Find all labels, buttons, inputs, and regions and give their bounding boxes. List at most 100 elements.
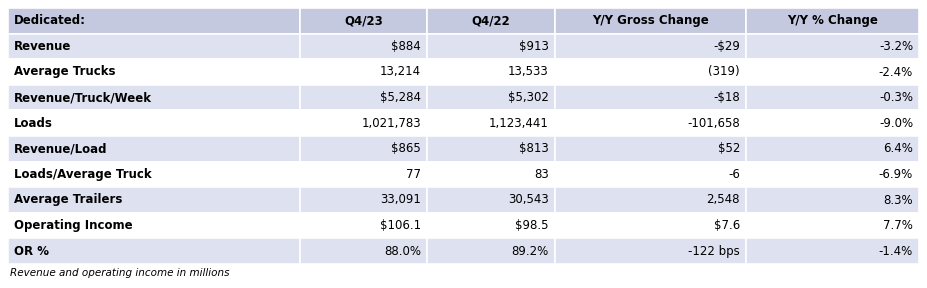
Bar: [427, 187, 554, 213]
Bar: [554, 110, 746, 136]
Bar: [746, 187, 919, 213]
Bar: [299, 59, 427, 85]
Text: OR %: OR %: [14, 245, 49, 258]
Text: -$18: -$18: [713, 91, 740, 104]
Text: 13,214: 13,214: [380, 65, 421, 79]
Bar: [554, 136, 746, 162]
Bar: [8, 8, 299, 34]
Text: $7.6: $7.6: [714, 219, 740, 232]
Bar: [746, 59, 919, 85]
Text: -6.9%: -6.9%: [879, 168, 913, 181]
Text: 2,548: 2,548: [706, 194, 740, 206]
Bar: [8, 59, 299, 85]
Text: Operating Income: Operating Income: [14, 219, 133, 232]
Bar: [427, 59, 554, 85]
Bar: [299, 238, 427, 264]
Bar: [746, 8, 919, 34]
Text: -0.3%: -0.3%: [879, 91, 913, 104]
Text: Y/Y % Change: Y/Y % Change: [787, 14, 878, 27]
Text: $865: $865: [391, 142, 421, 155]
Text: 89.2%: 89.2%: [512, 245, 549, 258]
Bar: [299, 162, 427, 187]
Text: Q4/22: Q4/22: [472, 14, 510, 27]
Text: Q4/23: Q4/23: [344, 14, 383, 27]
Text: -1.4%: -1.4%: [879, 245, 913, 258]
Text: $52: $52: [717, 142, 740, 155]
Text: Revenue: Revenue: [14, 40, 71, 53]
Text: $5,302: $5,302: [508, 91, 549, 104]
Bar: [8, 213, 299, 238]
Text: -3.2%: -3.2%: [879, 40, 913, 53]
Text: $913: $913: [519, 40, 549, 53]
Text: $98.5: $98.5: [515, 219, 549, 232]
Text: 8.3%: 8.3%: [883, 194, 913, 206]
Bar: [299, 136, 427, 162]
Bar: [8, 162, 299, 187]
Bar: [427, 85, 554, 110]
Text: 13,533: 13,533: [508, 65, 549, 79]
Bar: [299, 213, 427, 238]
Text: 83: 83: [534, 168, 549, 181]
Text: $5,284: $5,284: [380, 91, 421, 104]
Bar: [8, 85, 299, 110]
Bar: [746, 213, 919, 238]
Text: Loads: Loads: [14, 117, 53, 130]
Bar: [8, 238, 299, 264]
Bar: [746, 85, 919, 110]
Text: (319): (319): [708, 65, 740, 79]
Text: -101,658: -101,658: [687, 117, 740, 130]
Text: -6: -6: [728, 168, 740, 181]
Text: 1,123,441: 1,123,441: [489, 117, 549, 130]
Text: -2.4%: -2.4%: [879, 65, 913, 79]
Text: Dedicated:: Dedicated:: [14, 14, 86, 27]
Bar: [554, 187, 746, 213]
Text: 30,543: 30,543: [508, 194, 549, 206]
Bar: [554, 59, 746, 85]
Bar: [746, 110, 919, 136]
Bar: [299, 8, 427, 34]
Text: 7.7%: 7.7%: [883, 219, 913, 232]
Bar: [8, 110, 299, 136]
Bar: [427, 213, 554, 238]
Text: Revenue/Load: Revenue/Load: [14, 142, 108, 155]
Bar: [427, 34, 554, 59]
Bar: [299, 110, 427, 136]
Bar: [554, 34, 746, 59]
Text: 33,091: 33,091: [380, 194, 421, 206]
Bar: [746, 34, 919, 59]
Text: Revenue and operating income in millions: Revenue and operating income in millions: [10, 268, 230, 278]
Text: Y/Y Gross Change: Y/Y Gross Change: [591, 14, 708, 27]
Bar: [8, 136, 299, 162]
Bar: [746, 136, 919, 162]
Text: Average Trucks: Average Trucks: [14, 65, 116, 79]
Text: Revenue/Truck/Week: Revenue/Truck/Week: [14, 91, 152, 104]
Bar: [427, 162, 554, 187]
Bar: [8, 34, 299, 59]
Text: 6.4%: 6.4%: [883, 142, 913, 155]
Bar: [299, 34, 427, 59]
Bar: [427, 8, 554, 34]
Bar: [299, 85, 427, 110]
Bar: [8, 187, 299, 213]
Bar: [554, 8, 746, 34]
Bar: [554, 238, 746, 264]
Bar: [554, 85, 746, 110]
Text: Average Trailers: Average Trailers: [14, 194, 122, 206]
Text: $884: $884: [391, 40, 421, 53]
Text: Loads/Average Truck: Loads/Average Truck: [14, 168, 152, 181]
Text: 77: 77: [406, 168, 421, 181]
Text: 88.0%: 88.0%: [384, 245, 421, 258]
Text: $813: $813: [519, 142, 549, 155]
Bar: [746, 162, 919, 187]
Bar: [427, 238, 554, 264]
Bar: [427, 136, 554, 162]
Text: -122 bps: -122 bps: [688, 245, 740, 258]
Bar: [554, 162, 746, 187]
Bar: [299, 187, 427, 213]
Bar: [427, 110, 554, 136]
Text: $106.1: $106.1: [380, 219, 421, 232]
Text: -$29: -$29: [713, 40, 740, 53]
Bar: [554, 213, 746, 238]
Bar: [746, 238, 919, 264]
Text: 1,021,783: 1,021,783: [362, 117, 421, 130]
